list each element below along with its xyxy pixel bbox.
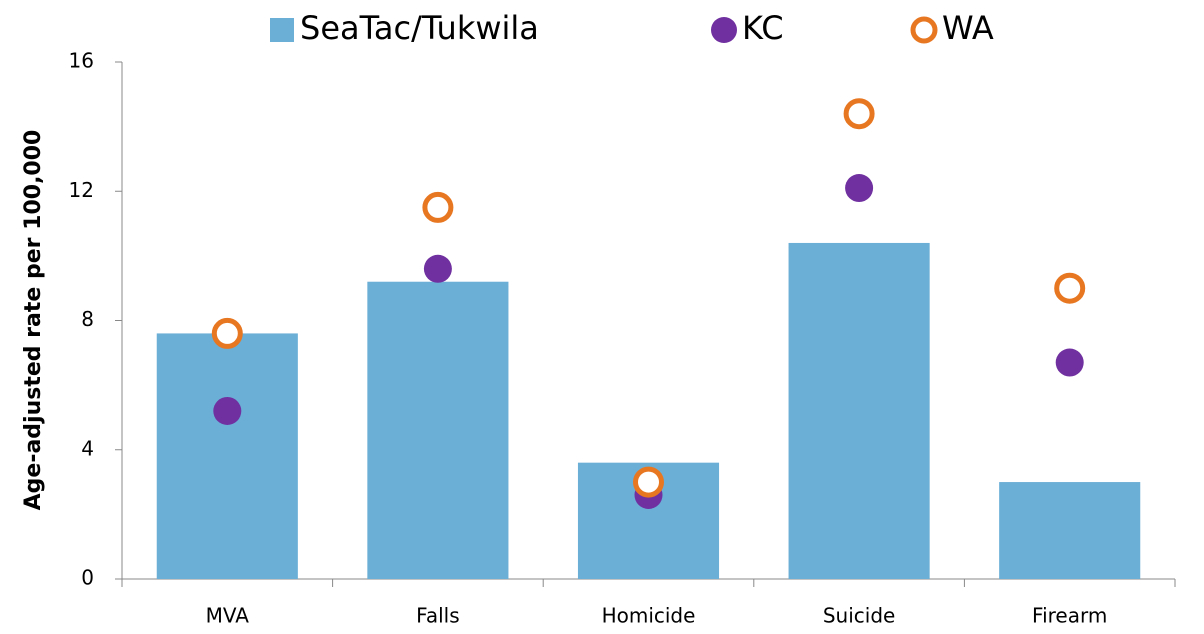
bar — [999, 482, 1141, 579]
y-tick-label: 4 — [81, 436, 94, 460]
x-tick-label: Firearm — [1032, 604, 1107, 628]
legend-swatch — [910, 16, 938, 44]
y-tick-label: 12 — [69, 178, 94, 202]
y-axis-label: Age-adjusted rate per 100,000 — [21, 130, 46, 511]
x-tick-label: Homicide — [602, 604, 696, 628]
point — [843, 98, 875, 130]
bar — [788, 242, 930, 579]
point — [423, 254, 452, 283]
point — [1054, 272, 1086, 304]
point — [633, 466, 664, 498]
legend-label: KC — [742, 9, 784, 47]
point — [1055, 348, 1084, 377]
y-tick-label: 0 — [81, 566, 94, 590]
x-tick-label: Suicide — [823, 604, 895, 628]
y-tick-label: 8 — [81, 307, 94, 331]
point — [213, 396, 242, 425]
y-tick-label: 16 — [69, 49, 94, 73]
point — [845, 174, 874, 203]
legend: SeaTac/Tukwila KC WA — [270, 9, 994, 47]
legend-swatch — [270, 18, 294, 42]
legend-label: WA — [942, 9, 994, 47]
bar — [367, 281, 509, 579]
legend-swatch — [711, 17, 737, 43]
legend-label: SeaTac/Tukwila — [300, 9, 539, 47]
bar — [156, 333, 298, 579]
x-tick-label: Falls — [416, 604, 459, 628]
x-tick-label: MVA — [206, 604, 250, 628]
point — [422, 191, 454, 223]
point — [211, 317, 243, 349]
